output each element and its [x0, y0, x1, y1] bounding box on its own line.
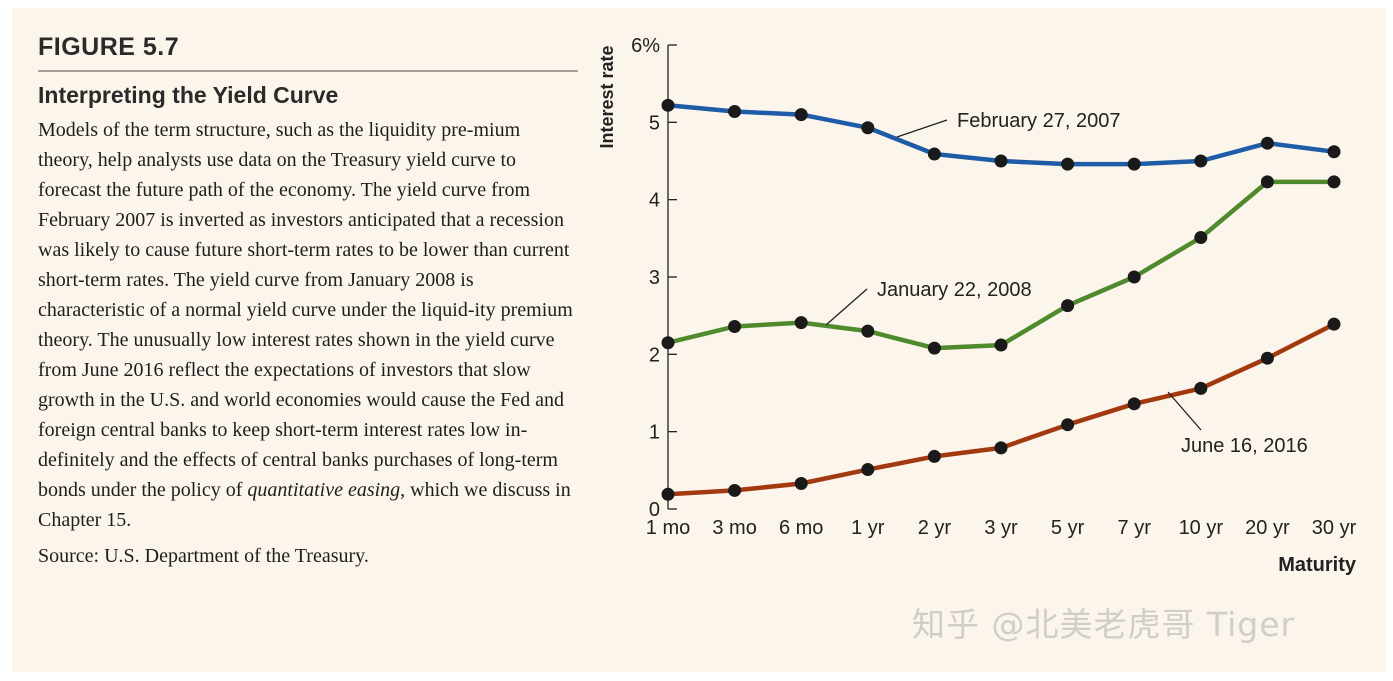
data-point [1194, 231, 1208, 245]
x-tick-label: 6 mo [779, 517, 823, 539]
data-point [861, 463, 875, 477]
data-point [661, 487, 675, 501]
y-tick-label: 5 [649, 112, 660, 134]
figure-body-text-end: which we discuss in Chapter 15. [38, 479, 571, 531]
data-point [794, 108, 808, 122]
y-tick-label: 6% [631, 35, 660, 57]
series-label: January 22, 2008 [877, 279, 1032, 301]
data-point [794, 476, 808, 490]
data-point [661, 98, 675, 112]
data-point [861, 121, 875, 135]
x-tick-label: 20 yr [1245, 517, 1290, 539]
data-point [1327, 175, 1341, 189]
data-point [1061, 157, 1075, 171]
data-point [728, 483, 742, 497]
data-point [927, 147, 941, 161]
data-point [1061, 418, 1075, 432]
x-tick-label: 10 yr [1179, 517, 1224, 539]
data-point [1127, 397, 1141, 411]
y-tick-label: 0 [649, 499, 660, 521]
figure-caption: FIGURE 5.7 Interpreting the Yield Curve … [38, 30, 578, 568]
data-point [1260, 351, 1274, 365]
data-point [728, 319, 742, 333]
data-point [861, 324, 875, 338]
series-label: February 27, 2007 [957, 110, 1120, 132]
y-tick-label: 2 [649, 344, 660, 366]
figure-body-text: Models of the term structure, such as th… [38, 119, 573, 501]
figure-label: FIGURE 5.7 [38, 33, 180, 61]
data-point [1260, 175, 1274, 189]
figure-panel [12, 8, 1386, 672]
data-point [1327, 145, 1341, 159]
x-tick-label: 1 mo [646, 517, 690, 539]
y-tick-label: 4 [649, 190, 660, 212]
data-point [994, 338, 1008, 352]
series-label-leader [896, 119, 948, 138]
data-point [1194, 154, 1208, 168]
chart-series-labels: February 27, 2007 January 22, 2008 June 16… [825, 110, 1308, 457]
x-tick-label: 3 mo [712, 517, 756, 539]
data-point [927, 449, 941, 463]
figure-title: Interpreting the Yield Curve [38, 82, 339, 108]
y-tick-label: 1 [649, 422, 660, 444]
data-point [728, 105, 742, 119]
data-point [1194, 381, 1208, 395]
figure-source: Source: U.S. Department of the Treasury. [38, 545, 369, 567]
x-axis-title: Maturity [1278, 554, 1357, 576]
x-tick-label: 3 yr [984, 517, 1018, 539]
figure-body: Models of the term structure, such as th… [38, 115, 578, 535]
watermark: 知乎 @北美老虎哥 Tiger [912, 605, 1296, 644]
x-tick-label: 5 yr [1051, 517, 1085, 539]
data-point [794, 316, 808, 330]
x-tick-label: 7 yr [1118, 517, 1152, 539]
data-point [1127, 157, 1141, 171]
y-axis-title: Interest rate [597, 45, 617, 148]
data-point [994, 441, 1008, 455]
data-point [994, 154, 1008, 168]
series-line-1 [665, 179, 1337, 351]
figure-body-emphasis: quantitative easing, [247, 479, 406, 501]
chart-series [661, 98, 1341, 501]
data-point [927, 341, 941, 355]
data-point [1327, 317, 1341, 331]
series-label: June 16, 2016 [1181, 435, 1308, 457]
x-tick-label: 1 yr [851, 517, 885, 539]
x-tick-label: 30 yr [1312, 517, 1357, 539]
series-label-leader [1167, 391, 1202, 431]
series-label-leader [825, 288, 868, 326]
chart-axes: 0 1 2 3 4 5 6% Interest rate 1 mo 3 mo 6 mo 1 yr 2 y… [597, 35, 1357, 576]
y-tick-label: 3 [649, 267, 660, 289]
caption-divider [38, 70, 578, 72]
x-tick-label: 2 yr [918, 517, 952, 539]
data-point [1127, 270, 1141, 284]
data-point [661, 336, 675, 350]
data-point [1260, 136, 1274, 150]
data-point [1061, 299, 1075, 313]
